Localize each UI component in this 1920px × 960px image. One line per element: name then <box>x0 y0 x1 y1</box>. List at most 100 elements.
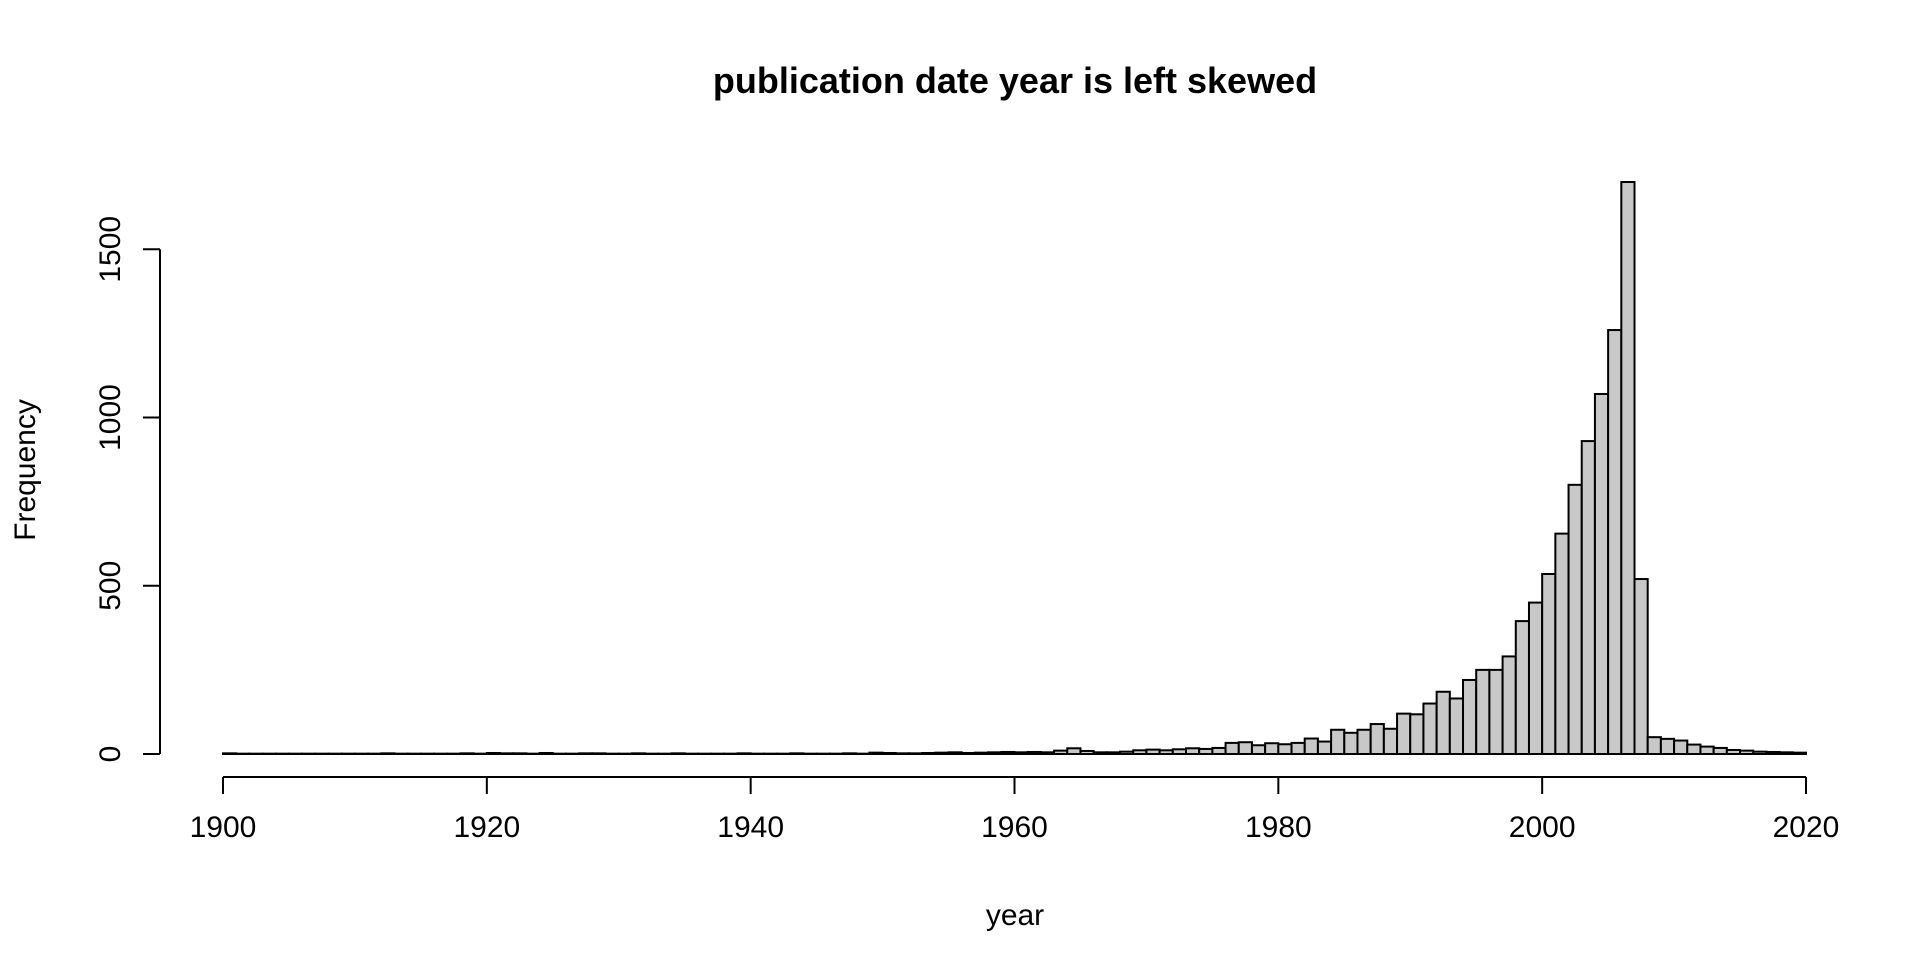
histogram-bar <box>973 751 990 755</box>
x-tick-label: 1900 <box>190 811 257 844</box>
histogram-bar <box>1699 745 1715 756</box>
histogram-bar <box>1000 750 1016 756</box>
histogram-bar <box>1593 392 1610 755</box>
histogram-bar <box>907 752 924 756</box>
histogram-bar <box>459 752 475 756</box>
histogram-bar <box>1488 668 1504 755</box>
y-tick-label: 1500 <box>94 216 127 283</box>
histogram-bar <box>1475 668 1491 755</box>
histogram-bar <box>538 751 554 756</box>
histogram-bar <box>1132 749 1148 756</box>
histogram-bar <box>842 752 858 756</box>
bars-layer <box>222 181 1808 756</box>
histogram-bar <box>947 751 963 755</box>
histogram-bar <box>380 752 396 756</box>
x-tick-label: 2000 <box>1509 811 1576 844</box>
histogram-bar <box>1343 731 1359 756</box>
histogram-bar <box>1396 712 1412 756</box>
histogram-bar <box>921 751 937 756</box>
x-tick-label: 1960 <box>981 811 1048 844</box>
histogram-bar <box>1290 741 1306 756</box>
histogram-bar <box>1739 749 1755 756</box>
histogram-bar <box>1462 678 1478 755</box>
histogram-bar <box>1303 737 1319 755</box>
histogram-bar <box>1079 749 1095 755</box>
histogram-bar <box>1712 746 1728 756</box>
histogram-bar <box>1145 748 1161 755</box>
histogram-bar <box>485 751 502 756</box>
histogram-bar <box>512 752 528 756</box>
histogram-bar <box>1409 713 1425 755</box>
y-tick-label: 500 <box>94 561 127 611</box>
y-tick-label: 1000 <box>94 384 127 451</box>
histogram-bar <box>1382 727 1399 756</box>
histogram-bar <box>1250 744 1267 756</box>
histogram-bar <box>1330 728 1346 755</box>
histogram-bar <box>1633 578 1649 755</box>
histogram-bar <box>1686 743 1702 755</box>
histogram-bar <box>736 752 752 756</box>
y-tick-label: 0 <box>94 746 127 763</box>
histogram-bar <box>934 751 950 755</box>
histogram-bar <box>1448 697 1465 756</box>
histogram-bar <box>1567 483 1583 755</box>
histogram-bar <box>881 751 897 756</box>
histogram-bar <box>1277 743 1293 756</box>
histogram-bar <box>1053 749 1069 756</box>
histogram-bar <box>1039 751 1056 755</box>
histogram-bar <box>1356 728 1372 755</box>
histogram-bar <box>1013 751 1029 755</box>
histogram-bar <box>1607 329 1623 755</box>
histogram-bar <box>591 752 607 756</box>
histogram-bar <box>1514 620 1530 755</box>
histogram-bar <box>1725 748 1742 755</box>
histogram-bar <box>1224 741 1240 756</box>
histogram-bar <box>1066 747 1082 756</box>
x-axis: 1900 1920 1940 1960 1980 2000 2020 <box>190 776 1840 844</box>
y-axis-label: Frequency <box>9 399 42 541</box>
histogram-bar <box>960 751 976 756</box>
histogram-bar <box>1435 690 1451 755</box>
histogram-bar <box>987 751 1003 755</box>
histogram-bar <box>1791 751 1808 755</box>
x-tick-label: 2020 <box>1773 811 1840 844</box>
histogram-bar <box>1673 739 1689 756</box>
histogram-bar <box>1659 737 1676 756</box>
histogram-bar <box>868 751 884 755</box>
x-axis-label: year <box>986 899 1044 932</box>
histogram-bar <box>1237 741 1253 755</box>
histogram-bar <box>1184 747 1201 756</box>
histogram-bar <box>1541 572 1557 755</box>
histogram-bar <box>1646 736 1662 755</box>
histogram-bar <box>1026 750 1042 756</box>
histogram-bar <box>630 752 647 756</box>
histogram-bar <box>578 752 594 756</box>
histogram-bar <box>1105 751 1122 755</box>
histogram-bar <box>1765 750 1781 756</box>
histogram-bar <box>1211 746 1227 756</box>
histogram-bar <box>1198 747 1214 756</box>
x-tick-label: 1980 <box>1245 811 1312 844</box>
histogram-bar <box>499 752 515 756</box>
histogram-bar <box>1778 751 1794 755</box>
histogram-bar <box>1092 751 1108 755</box>
histogram-bar <box>222 752 238 756</box>
histogram-bar <box>1316 740 1333 756</box>
histogram-bar <box>670 752 686 756</box>
histogram-bar <box>1369 723 1385 756</box>
histogram-bar <box>1752 750 1768 756</box>
histogram-bar <box>1501 655 1517 755</box>
histogram-bar <box>1580 440 1596 755</box>
histogram-bar <box>1422 702 1438 756</box>
chart-title: publication date year is left skewed <box>713 60 1317 101</box>
histogram-bar <box>1527 601 1544 756</box>
histogram-bar <box>1158 749 1174 756</box>
x-tick-label: 1940 <box>717 811 784 844</box>
histogram-bar <box>894 752 910 756</box>
histogram-bar <box>1171 748 1187 756</box>
histogram-bar <box>1264 742 1280 756</box>
x-tick-label: 1920 <box>453 811 520 844</box>
histogram-bar <box>789 752 805 756</box>
